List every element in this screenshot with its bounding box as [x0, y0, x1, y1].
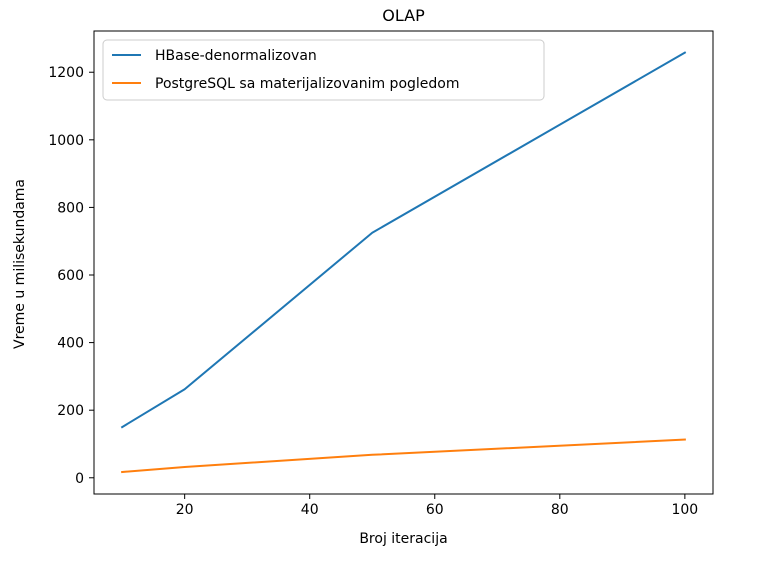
- series-line-0: [120, 51, 687, 429]
- y-tick-label-1: 200: [57, 403, 84, 419]
- y-axis-label: Vreme u milisekundama: [12, 179, 28, 349]
- y-tick-label-0: 0: [75, 471, 84, 487]
- legend-label-0: HBase-denormalizovan: [155, 48, 317, 64]
- legend: HBase-denormalizovan PostgreSQL sa materi…: [102, 39, 545, 101]
- x-axis: 20 40 60 80 100: [176, 494, 698, 518]
- x-tick-label-3: 80: [551, 502, 569, 518]
- x-tick-label-0: 20: [176, 502, 194, 518]
- y-tick-label-2: 400: [57, 336, 84, 352]
- x-axis-label: Broj iteracija: [359, 531, 447, 547]
- chart-title: OLAP: [382, 6, 425, 25]
- y-axis: 0 200 400 600 800 1000 1200: [48, 65, 94, 487]
- y-tick-label-6: 1200: [48, 65, 84, 81]
- series-line-1: [121, 438, 686, 474]
- y-tick-label-3: 600: [57, 268, 84, 284]
- legend-label-1: PostgreSQL sa materijalizovanim pogledom: [155, 76, 460, 92]
- plot-area: [93, 30, 714, 495]
- x-tick-label-4: 100: [671, 502, 698, 518]
- plot-frame: [93, 30, 714, 495]
- legend-frame: [102, 39, 545, 101]
- y-tick-label-4: 800: [57, 200, 84, 216]
- y-tick-label-5: 1000: [48, 133, 84, 149]
- x-tick-label-1: 40: [301, 502, 319, 518]
- x-tick-label-2: 60: [426, 502, 444, 518]
